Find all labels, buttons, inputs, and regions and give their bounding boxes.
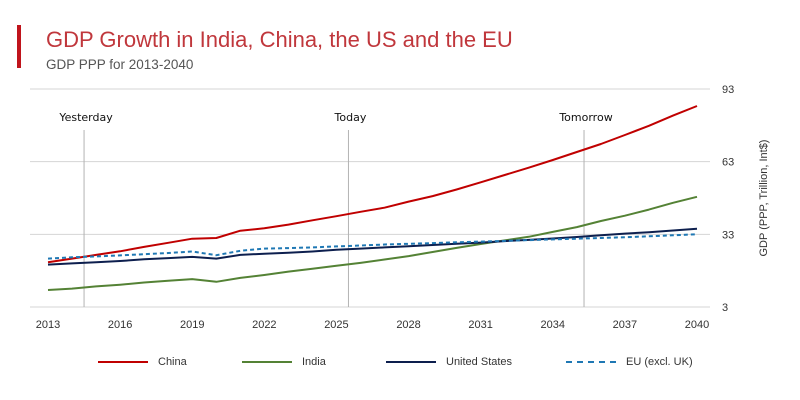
annotation-label: Today	[334, 111, 367, 124]
x-tick-label: 2028	[396, 319, 420, 331]
y-tick-label: 63	[722, 157, 734, 169]
legend-swatch	[566, 361, 616, 363]
y-tick-label: 3	[722, 302, 728, 314]
x-tick-label: 2019	[180, 319, 204, 331]
x-tick-label: 2031	[468, 319, 492, 331]
annotation-label: Yesterday	[58, 111, 113, 124]
annotation-label: Tomorrow	[558, 111, 612, 124]
series-points-china	[46, 104, 699, 265]
series-line-india	[47, 195, 698, 291]
x-tick-label: 2025	[324, 319, 348, 331]
legend-item: EU (excl. UK)	[566, 356, 693, 368]
x-tick-label: 2040	[685, 319, 709, 331]
x-tick-label: 2016	[108, 319, 132, 331]
legend-label: China	[158, 356, 187, 368]
legend-item: India	[242, 356, 326, 368]
y-tick-label: 33	[722, 229, 734, 241]
legend-swatch	[386, 361, 436, 363]
legend-label: India	[302, 356, 326, 368]
legend-label: United States	[446, 356, 513, 368]
y-tick-label: 93	[722, 84, 734, 96]
series-line-china	[47, 105, 698, 264]
x-tick-label: 2037	[613, 319, 637, 331]
x-tick-label: 2034	[541, 319, 565, 331]
chart-subtitle: GDP PPP for 2013-2040	[46, 57, 194, 72]
series-line-united-states	[47, 227, 698, 266]
x-tick-label: 2013	[36, 319, 60, 331]
chart-title: GDP Growth in India, China, the US and t…	[46, 27, 513, 52]
chart-legend: China India United States EU (excl. UK)	[0, 356, 800, 376]
y-axis-title: GDP (PPP, Trillion, Int$)	[758, 140, 770, 257]
legend-swatch	[98, 361, 148, 363]
legend-swatch	[242, 361, 292, 363]
legend-item: China	[98, 356, 187, 368]
legend-item: United States	[386, 356, 512, 368]
legend-label: EU (excl. UK)	[626, 356, 693, 368]
series-line-eu-excl-uk	[47, 233, 698, 260]
x-tick-label: 2022	[252, 319, 276, 331]
title-accent-bar	[17, 25, 21, 68]
